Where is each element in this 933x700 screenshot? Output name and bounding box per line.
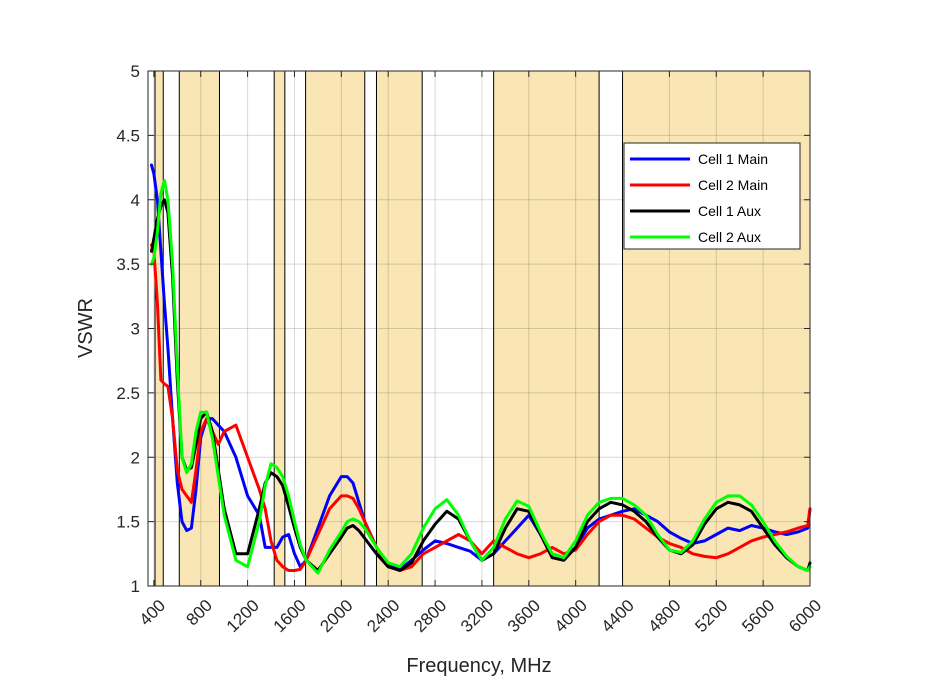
y-tick-label-1: 1.5: [116, 513, 140, 532]
legend-label-3: Cell 2 Aux: [698, 229, 761, 245]
y-tick-label-6: 4: [131, 191, 140, 210]
band-5: [493, 70, 600, 587]
y-axis-label: VSWR: [75, 298, 97, 358]
legend-label-2: Cell 1 Aux: [698, 203, 761, 219]
y-tick-label-5: 3.5: [116, 255, 140, 274]
series-line-cell-2-aux: [150, 178, 812, 575]
y-tick-label-8: 5: [131, 62, 140, 81]
y-tick-label-2: 2: [131, 448, 140, 467]
y-tick-label-0: 1: [131, 577, 140, 596]
series-lines: [150, 163, 812, 575]
legend-box: [623, 142, 801, 250]
band-1: [178, 70, 220, 587]
y-tick-label-3: 2.5: [116, 384, 140, 403]
x-axis-label: Frequency, MHz: [406, 655, 551, 677]
y-tick-label-7: 4.5: [116, 126, 140, 145]
legend-label-1: Cell 2 Main: [698, 177, 768, 193]
y-tick-label-4: 3: [131, 320, 140, 339]
legend: Cell 1 Main Cell 2 Main Cell 1 Aux Cell 2 A…: [623, 142, 801, 250]
legend-label-0: Cell 1 Main: [698, 151, 768, 167]
y-axis: 1 1.5 2 2.5 3 3.5 4 4.5 5: [116, 62, 810, 596]
